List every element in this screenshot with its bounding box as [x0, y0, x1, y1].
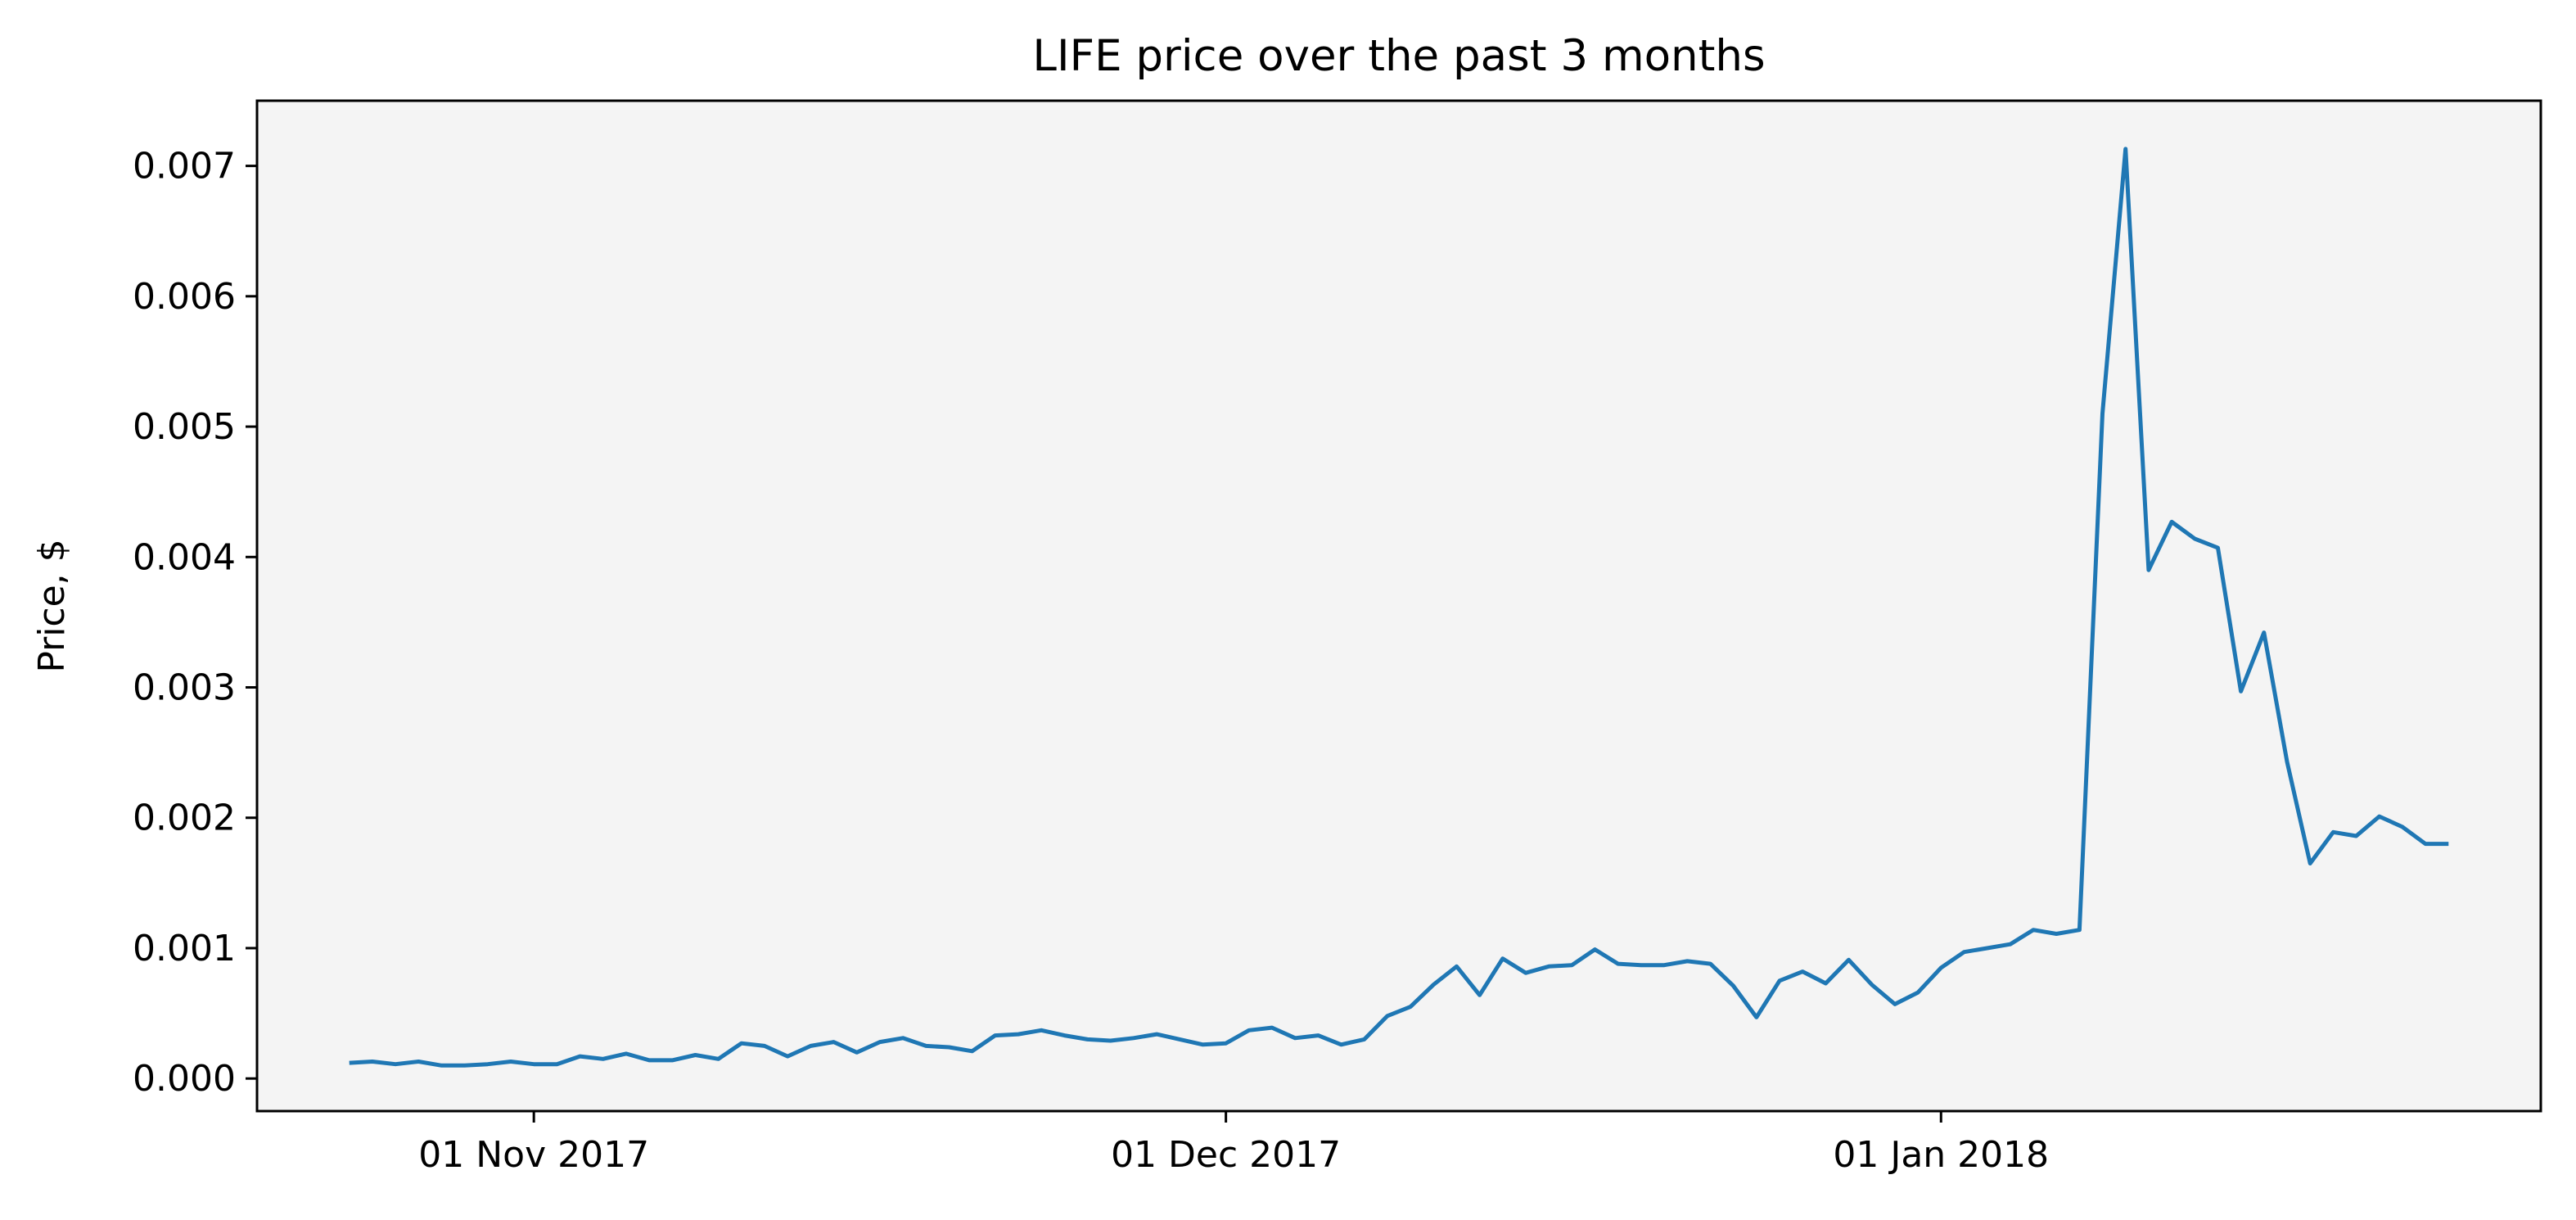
plot-frame — [255, 99, 2542, 1113]
y-tick-label: 0.004 — [133, 536, 236, 578]
y-tick-label: 0.002 — [133, 798, 236, 839]
y-tick-label: 0.001 — [133, 928, 236, 969]
y-tick-label: 0.003 — [133, 667, 236, 709]
y-axis-label: Price, $ — [31, 539, 73, 672]
ticks-layer: 0.000 0.001 0.002 0.003 0.004 0.005 0.006 0.007… — [133, 146, 2049, 1176]
x-tick-label: 01 Dec 2017 — [1111, 1134, 1341, 1176]
price-series-line — [349, 147, 2449, 1068]
series-layer — [349, 147, 2449, 1068]
chart-title: LIFE price over the past 3 months — [1032, 31, 1765, 81]
plot-area — [257, 101, 2541, 1111]
y-tick-label: 0.007 — [133, 146, 236, 188]
y-tick-label: 0.006 — [133, 276, 236, 318]
x-tick-label: 01 Jan 2018 — [1833, 1134, 2049, 1176]
y-tick-label: 0.000 — [133, 1058, 236, 1100]
y-tick-label: 0.005 — [133, 406, 236, 448]
x-tick-label: 01 Nov 2017 — [418, 1134, 649, 1176]
